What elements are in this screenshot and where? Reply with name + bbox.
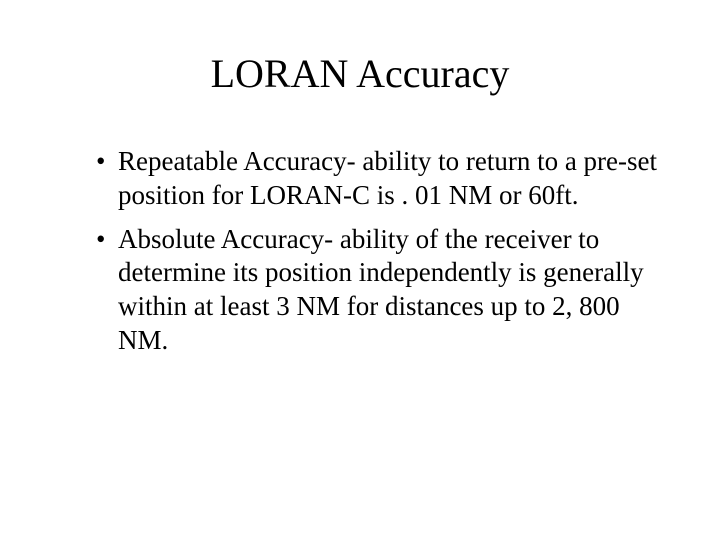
- bullet-list: Repeatable Accuracy- ability to return t…: [60, 145, 660, 358]
- slide: LORAN Accuracy Repeatable Accuracy- abil…: [0, 0, 720, 540]
- slide-title: LORAN Accuracy: [60, 50, 660, 97]
- list-item: Repeatable Accuracy- ability to return t…: [96, 145, 660, 213]
- list-item: Absolute Accuracy- ability of the receiv…: [96, 223, 660, 358]
